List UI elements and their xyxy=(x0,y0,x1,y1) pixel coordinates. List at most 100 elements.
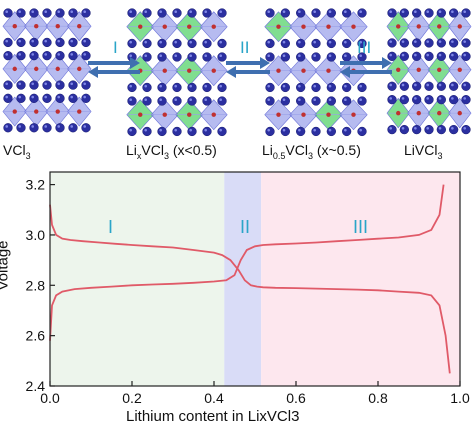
cl-atom xyxy=(412,38,422,48)
atom-highlight xyxy=(438,83,442,87)
cl-atom xyxy=(342,126,352,137)
atom-highlight xyxy=(298,40,301,44)
atom-highlight xyxy=(174,98,177,101)
atom-highlight xyxy=(401,10,405,13)
cl-atom xyxy=(280,38,290,49)
atom-highlight xyxy=(57,39,60,43)
y-tick-label: 3.0 xyxy=(26,227,46,243)
cl-atom xyxy=(412,51,422,61)
cl-atom xyxy=(449,8,459,18)
v-atom xyxy=(396,67,401,73)
v-atom xyxy=(12,66,17,72)
atom-highlight xyxy=(31,39,34,43)
atom-highlight xyxy=(44,39,47,43)
cl-atom xyxy=(202,126,212,137)
atom-highlight xyxy=(31,95,34,99)
atom-highlight xyxy=(129,10,132,13)
cl-atom xyxy=(399,124,409,135)
v-atom xyxy=(55,109,60,114)
atom-highlight xyxy=(389,40,393,43)
cl-atom xyxy=(142,8,152,18)
transition-arrows xyxy=(88,57,392,78)
atom-highlight xyxy=(5,82,8,86)
atom-highlight xyxy=(70,125,73,128)
atom-highlight xyxy=(129,40,132,44)
atom-highlight xyxy=(18,125,22,128)
atom-highlight xyxy=(438,127,442,130)
atom-highlight xyxy=(451,40,454,43)
axis-ticks: 2.4 2.6 2.8 3.0 3.2 0.0 0.2 0.4 0.6 0.8 1.0 xyxy=(26,177,470,406)
x-axis-label: Lithium content in LixVCl3 xyxy=(126,408,300,425)
cl-atom xyxy=(55,80,65,90)
atom-highlight xyxy=(401,127,405,130)
cl-atom xyxy=(142,38,152,49)
cl-atom xyxy=(342,52,352,62)
atom-highlight xyxy=(344,54,347,57)
atom-highlight xyxy=(129,84,132,88)
cl-atom xyxy=(157,126,167,137)
phase-regions xyxy=(50,172,460,386)
atom-highlight xyxy=(189,98,192,101)
atom-highlight xyxy=(313,54,317,57)
cl-atom xyxy=(342,38,352,49)
cl-atom xyxy=(449,51,459,61)
cl-atom xyxy=(42,123,52,133)
atom-highlight xyxy=(359,98,363,101)
cl-atom xyxy=(326,8,336,18)
cl-atom xyxy=(142,82,152,93)
cl-atom xyxy=(326,38,336,49)
y-tick-label: 2.6 xyxy=(26,328,46,344)
atom-highlight xyxy=(463,40,467,43)
atom-highlight xyxy=(282,84,286,88)
cl-atom xyxy=(55,123,65,133)
cl-atom xyxy=(3,37,13,48)
atom-highlight xyxy=(31,82,34,86)
x-tick-label: 0.6 xyxy=(286,390,306,406)
v-atom xyxy=(55,66,60,72)
cl-atom xyxy=(16,80,26,90)
atom-highlight xyxy=(463,127,467,130)
atom-highlight xyxy=(328,128,332,132)
cl-atom xyxy=(42,51,52,61)
atom-highlight xyxy=(144,10,147,13)
cl-atom xyxy=(296,126,306,137)
cl-atom xyxy=(29,93,39,103)
atom-highlight xyxy=(57,82,60,86)
v-atom xyxy=(187,112,192,117)
atom-highlight xyxy=(44,82,47,86)
cl-atom xyxy=(3,51,13,61)
x-tick-label: 0.2 xyxy=(122,390,142,406)
cl-atom xyxy=(342,96,352,106)
atom-highlight xyxy=(401,83,405,87)
atom-highlight xyxy=(313,98,317,101)
atom-highlight xyxy=(144,98,147,101)
atom-highlight xyxy=(328,98,332,101)
cl-atom xyxy=(42,80,52,90)
atom-highlight xyxy=(282,40,286,44)
atom-highlight xyxy=(426,83,430,87)
atom-highlight xyxy=(204,10,207,13)
v-atom xyxy=(276,68,281,73)
cl-atom xyxy=(187,8,197,18)
cl-atom xyxy=(16,8,26,18)
atom-highlight xyxy=(344,40,347,44)
atom-highlight xyxy=(5,10,8,13)
atom-highlight xyxy=(438,97,442,100)
cl-atom xyxy=(172,82,182,93)
atom-highlight xyxy=(401,40,405,43)
voltage-chart: 2.4 2.6 2.8 3.0 3.2 0.0 0.2 0.4 0.6 0.8 1.0 xyxy=(26,171,470,406)
v-atom xyxy=(162,24,167,29)
atom-highlight xyxy=(267,10,271,13)
atom-highlight xyxy=(189,40,192,44)
arrow-forward-head xyxy=(260,57,270,69)
atom-highlight xyxy=(204,128,207,132)
atom-highlight xyxy=(5,125,8,128)
v-atom xyxy=(211,68,216,73)
cl-atom xyxy=(311,38,321,49)
cl-atom xyxy=(461,81,471,91)
cl-atom xyxy=(412,81,422,91)
atom-highlight xyxy=(31,125,34,128)
v-atom xyxy=(162,112,167,117)
atom-highlight xyxy=(83,39,86,43)
cl-atom xyxy=(142,126,152,137)
